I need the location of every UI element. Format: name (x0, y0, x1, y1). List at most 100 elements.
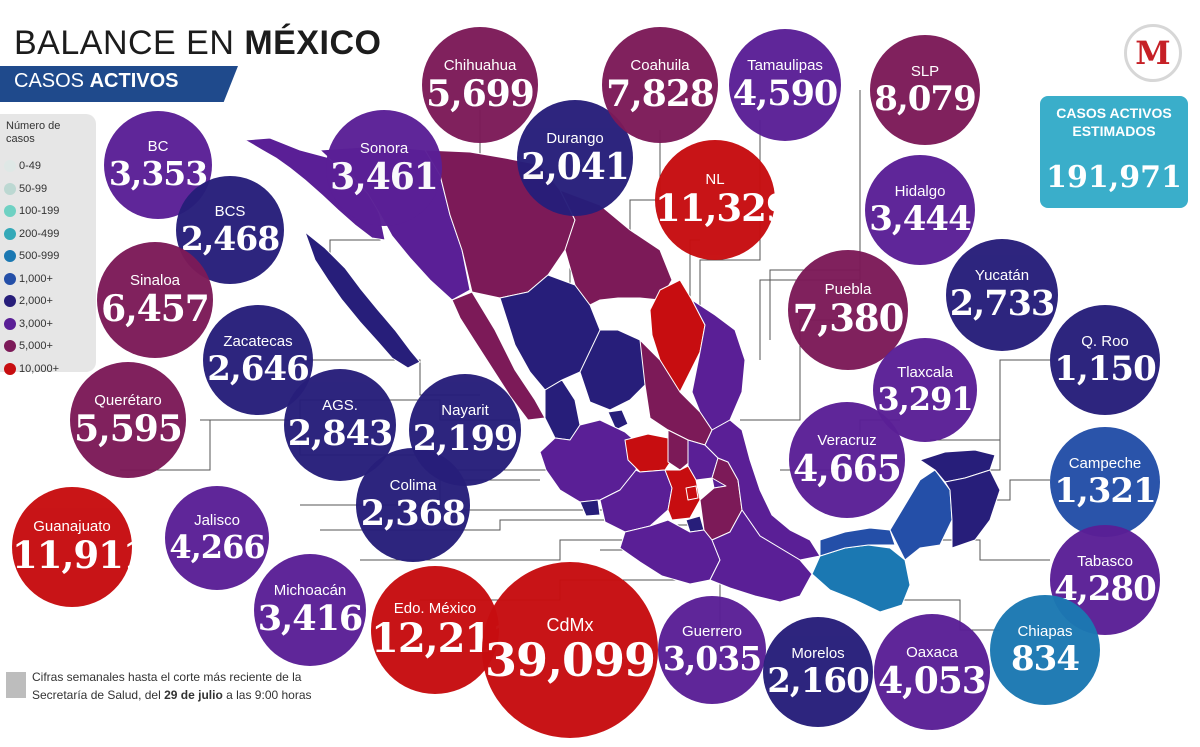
region-queretaro (667, 429, 693, 471)
state-value: 1,321 (1054, 470, 1156, 511)
state-name: Q. Roo (1081, 332, 1129, 350)
state-name: BC (147, 138, 169, 155)
legend-swatch (4, 295, 16, 308)
state-name: Chihuahua (443, 56, 517, 74)
state-value: 2,368 (360, 493, 467, 534)
legend-item: 5,000+ (4, 340, 53, 355)
title-part-b: MÉXICO (244, 24, 382, 62)
state-value: 12,211 (371, 614, 519, 662)
subtitle: CASOS ACTIVOS (14, 70, 179, 93)
state-name: Guerrero (681, 623, 743, 640)
subtitle-part-a: CASOS (14, 70, 85, 92)
region-quintana-roo (944, 469, 1001, 549)
estimated-label-line2: ESTIMADOS (1072, 123, 1156, 139)
state-value: 7,828 (606, 72, 715, 115)
state-value: 2,646 (207, 348, 309, 389)
state-value: 1,150 (1054, 348, 1156, 389)
region-aguascalientes (607, 409, 629, 431)
estimated-box (1040, 96, 1188, 208)
legend-item: 50-99 (4, 183, 47, 198)
state-bubble: Puebla 7,380 (788, 250, 908, 370)
legend-item: 10,000+ (4, 363, 59, 378)
logo-letter: M (1135, 34, 1171, 72)
state-name: Guanajuato (33, 518, 111, 535)
estimated-label-line1: CASOS ACTIVOS (1056, 105, 1172, 121)
state-value: 4,665 (793, 447, 902, 490)
state-name: Morelos (791, 644, 845, 662)
state-name: Michoacán (273, 582, 347, 599)
subtitle-bar (0, 66, 238, 102)
footnote-text-a: Cifras semanales hasta el corte más reci… (32, 670, 302, 702)
legend-item: 2,000+ (4, 295, 53, 310)
state-name: Nayarit (441, 402, 489, 419)
state-bubble: Veracruz 4,665 (789, 402, 905, 518)
region-coahuila (559, 189, 673, 306)
state-bubble: Colima 2,368 (356, 448, 470, 562)
note-marker (6, 672, 26, 698)
state-bubble: Campeche 1,321 (1050, 427, 1160, 537)
region-nayarit (544, 379, 581, 441)
state-value: 2,843 (287, 413, 394, 454)
title-part-a: BALANCE EN (14, 24, 235, 62)
legend-swatch (4, 182, 16, 195)
state-name: CdMx (546, 615, 594, 635)
state-name: NL (705, 171, 725, 188)
legend-item: 500-999 (4, 250, 59, 265)
state-bubble: Hidalgo 3,444 (865, 155, 975, 265)
state-bubble: SLP 8,079 (870, 35, 980, 145)
state-name: Tabasco (1077, 552, 1133, 570)
legend-item: 3,000+ (4, 318, 53, 333)
legend-swatch (4, 272, 16, 285)
legend-swatch (4, 160, 16, 173)
state-bubble: Chihuahua 5,699 (422, 27, 538, 143)
region-colima (579, 499, 601, 517)
estimated-value: 191,971 (1046, 160, 1182, 195)
legend-swatch (4, 227, 16, 240)
state-name: Sonora (359, 139, 409, 157)
state-value: 2,199 (412, 418, 519, 459)
state-name: Colima (389, 477, 437, 494)
state-bubble: NL 11,329 (655, 140, 792, 260)
legend-label: 500-999 (19, 250, 60, 262)
legend-swatch (4, 205, 16, 218)
legend-label: 50-99 (19, 182, 48, 195)
footnote-text-c: a las 9:00 horas (226, 688, 312, 702)
legend-swatch (4, 250, 16, 263)
state-value: 4,590 (732, 73, 839, 114)
state-name: Durango (546, 129, 604, 147)
state-name: Sinaloa (129, 271, 181, 289)
state-bubble: CdMx 39,099 (482, 562, 658, 738)
state-value: 11,911 (12, 533, 149, 577)
state-value: 39,099 (484, 633, 656, 687)
state-name: Tlaxcala (897, 363, 953, 381)
state-bubble: Michoacán 3,416 (254, 554, 366, 666)
state-bubble: Jalisco 4,266 (165, 486, 269, 590)
state-name: Puebla (824, 281, 872, 298)
legend-item: 1,000+ (4, 273, 53, 288)
state-bubble: Guerrero 3,035 (658, 596, 766, 704)
state-name: Yucatán (974, 267, 1030, 284)
state-value: 3,353 (108, 154, 208, 193)
legend-label: 0-49 (19, 160, 42, 172)
state-bubble: Yucatán 2,733 (946, 239, 1058, 351)
state-name: Hidalgo (894, 182, 946, 200)
state-value: 3,416 (257, 598, 364, 639)
region-edo-mexico (664, 465, 701, 521)
state-value: 7,380 (792, 296, 905, 340)
state-bubble: Nayarit 2,199 (409, 374, 521, 486)
state-bubble: Coahuila 7,828 (602, 27, 718, 143)
subtitle-part-b: ACTIVOS (89, 70, 179, 92)
footnote-date: 29 de julio (164, 688, 223, 702)
state-name: BCS (214, 203, 246, 220)
legend-label: 3,000+ (19, 317, 53, 330)
state-value: 8,079 (874, 78, 976, 119)
state-name: AGS. (322, 397, 358, 414)
state-value: 3,035 (662, 639, 762, 678)
legend-swatch (4, 317, 16, 330)
state-bubble: Sinaloa 6,457 (97, 242, 213, 358)
legend-label: 10,000+ (19, 362, 60, 375)
state-value: 2,733 (949, 283, 1056, 324)
state-name: Tamaulipas (747, 57, 823, 74)
state-value: 4,280 (1054, 568, 1156, 609)
